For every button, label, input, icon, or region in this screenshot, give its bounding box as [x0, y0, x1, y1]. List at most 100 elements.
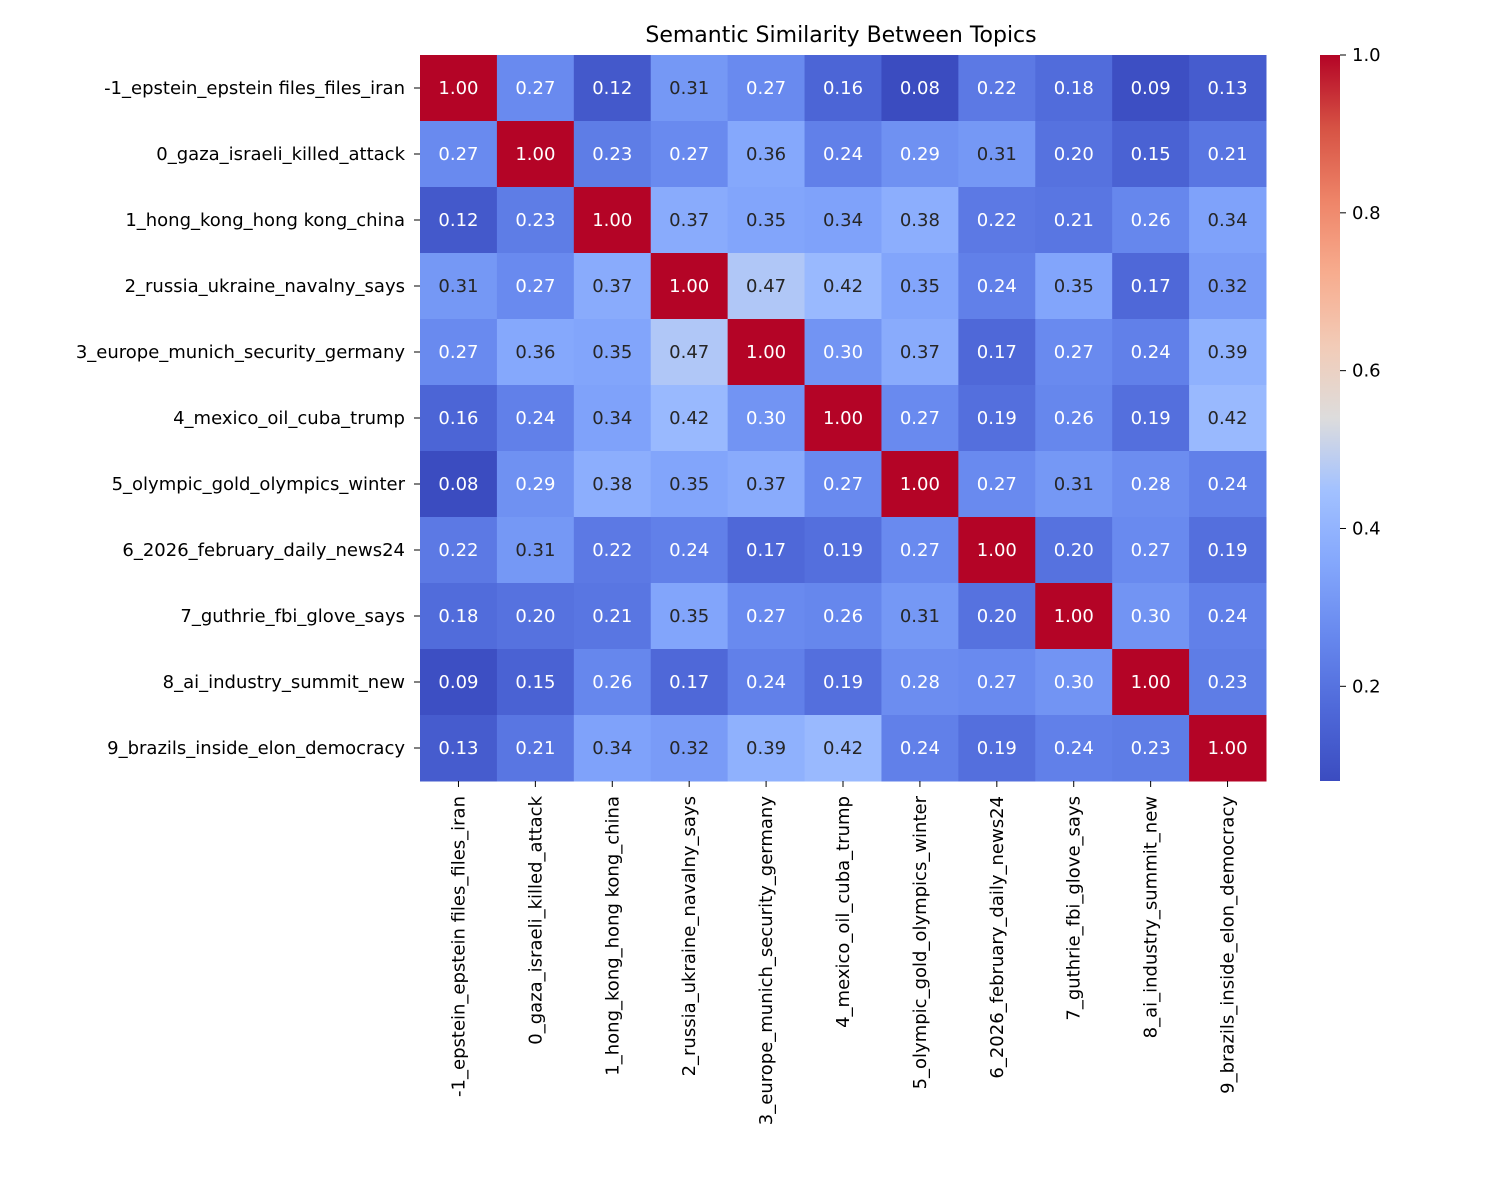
- cell-value-label: 0.30: [1054, 672, 1094, 693]
- heatmap-cell: [573, 121, 652, 188]
- cell-value-label: 0.34: [823, 210, 863, 231]
- cell-value-label: 0.28: [900, 672, 940, 693]
- heatmap-cell: [420, 121, 498, 188]
- heatmap-cell: [1112, 319, 1190, 386]
- cell-value-label: 0.08: [438, 474, 478, 495]
- heatmap-cell: [1035, 253, 1113, 320]
- cell-value-label: 0.17: [669, 672, 709, 693]
- cell-value-label: 0.38: [900, 210, 940, 231]
- cell-value-label: 1.00: [823, 408, 863, 429]
- cell-value-label: 0.27: [438, 342, 478, 363]
- heatmap-cell: [727, 121, 806, 188]
- heatmap-cell: [881, 451, 959, 518]
- cell-value-label: 0.32: [1208, 276, 1248, 297]
- heatmap-cell: [650, 649, 729, 716]
- heatmap-cell: [958, 649, 1036, 716]
- heatmap-cell: [881, 715, 959, 782]
- cell-value-label: 0.17: [977, 342, 1017, 363]
- cell-value-label: 0.24: [823, 144, 863, 165]
- cell-value-label: 0.27: [900, 540, 940, 561]
- cell-value-label: 0.12: [592, 78, 632, 99]
- colorbar-tick-label: 0.2: [1352, 676, 1381, 697]
- cell-value-label: 0.19: [1131, 408, 1171, 429]
- cell-value-label: 0.23: [1131, 738, 1171, 759]
- heatmap-cell: [1112, 187, 1190, 254]
- cell-value-label: 0.27: [977, 474, 1017, 495]
- cell-value-label: 0.31: [1054, 474, 1094, 495]
- chart-title: Semantic Similarity Between Topics: [645, 23, 1036, 48]
- colorbar-tick-label: 0.8: [1352, 203, 1381, 224]
- heatmap-cell: [496, 55, 575, 122]
- y-tick-label: -1_epstein_epstein files_files_iran: [104, 78, 405, 99]
- cell-value-label: 0.20: [515, 606, 555, 627]
- y-tick-label: 4_mexico_oil_cuba_trump: [173, 408, 405, 429]
- heatmap-cell: [804, 517, 882, 584]
- y-tick-label: 0_gaza_israeli_killed_attack: [156, 144, 405, 165]
- cell-value-label: 0.18: [438, 606, 478, 627]
- cell-value-label: 0.36: [515, 342, 555, 363]
- heatmap-cell: [727, 55, 806, 122]
- heatmap-cell: [573, 517, 652, 584]
- cell-value-label: 0.24: [1208, 606, 1248, 627]
- heatmap-cell: [496, 451, 575, 518]
- x-tick-label: 0_gaza_israeli_killed_attack: [525, 795, 546, 1044]
- heatmap-cell: [804, 55, 882, 122]
- cell-value-label: 0.12: [438, 210, 478, 231]
- heatmap-cell: [573, 385, 652, 452]
- cell-value-label: 0.19: [977, 738, 1017, 759]
- cell-value-label: 0.31: [977, 144, 1017, 165]
- heatmap-cell: [804, 319, 882, 386]
- heatmap-cell: [496, 715, 575, 782]
- heatmap-cell: [1189, 385, 1267, 452]
- heatmap-cell: [650, 55, 729, 122]
- heatmap-cell: [420, 319, 498, 386]
- cell-value-label: 0.24: [669, 540, 709, 561]
- x-tick-label: -1_epstein_epstein files_files_iran: [448, 796, 469, 1097]
- heatmap-cell: [420, 583, 498, 650]
- heatmap-cell: [881, 319, 959, 386]
- heatmap-cell: [1035, 517, 1113, 584]
- cell-value-label: 0.13: [438, 738, 478, 759]
- cell-value-label: 1.00: [438, 78, 478, 99]
- heatmap-cell: [958, 319, 1036, 386]
- cell-value-label: 0.29: [515, 474, 555, 495]
- heatmap-cell: [727, 187, 806, 254]
- cell-value-label: 0.35: [669, 474, 709, 495]
- heatmap-cell: [727, 319, 806, 386]
- heatmap-cell: [958, 385, 1036, 452]
- cell-value-label: 0.37: [746, 474, 786, 495]
- cell-value-label: 0.23: [515, 210, 555, 231]
- heatmap-cell: [1189, 55, 1267, 122]
- cell-value-label: 0.24: [1131, 342, 1171, 363]
- heatmap-cell: [881, 121, 959, 188]
- cell-value-label: 0.35: [669, 606, 709, 627]
- cell-value-label: 1.00: [746, 342, 786, 363]
- heatmap-cell: [650, 385, 729, 452]
- heatmap-cell: [496, 319, 575, 386]
- heatmap-cell: [1189, 451, 1267, 518]
- cell-value-label: 0.34: [592, 738, 632, 759]
- cell-value-label: 0.22: [977, 210, 1017, 231]
- heatmap-cell: [496, 187, 575, 254]
- cell-value-label: 0.27: [746, 78, 786, 99]
- cell-value-label: 0.08: [900, 78, 940, 99]
- cell-value-label: 1.00: [977, 540, 1017, 561]
- cell-value-label: 0.24: [977, 276, 1017, 297]
- y-tick-label: 6_2026_february_daily_news24: [122, 540, 405, 561]
- cell-value-label: 0.23: [1208, 672, 1248, 693]
- cell-value-label: 0.35: [592, 342, 632, 363]
- heatmap-cell: [881, 253, 959, 320]
- cell-value-label: 1.00: [669, 276, 709, 297]
- heatmap-cell: [804, 253, 882, 320]
- heatmap-cell: [804, 715, 882, 782]
- heatmap-cell: [1112, 55, 1190, 122]
- y-tick-label: 5_olympic_gold_olympics_winter: [112, 474, 406, 495]
- heatmap-cell: [727, 715, 806, 782]
- cell-value-label: 0.37: [900, 342, 940, 363]
- heatmap-cell: [727, 517, 806, 584]
- cell-value-label: 0.27: [977, 672, 1017, 693]
- cell-value-label: 0.37: [592, 276, 632, 297]
- heatmap-cell: [573, 253, 652, 320]
- cell-value-label: 0.17: [1131, 276, 1171, 297]
- heatmap-cell: [958, 55, 1036, 122]
